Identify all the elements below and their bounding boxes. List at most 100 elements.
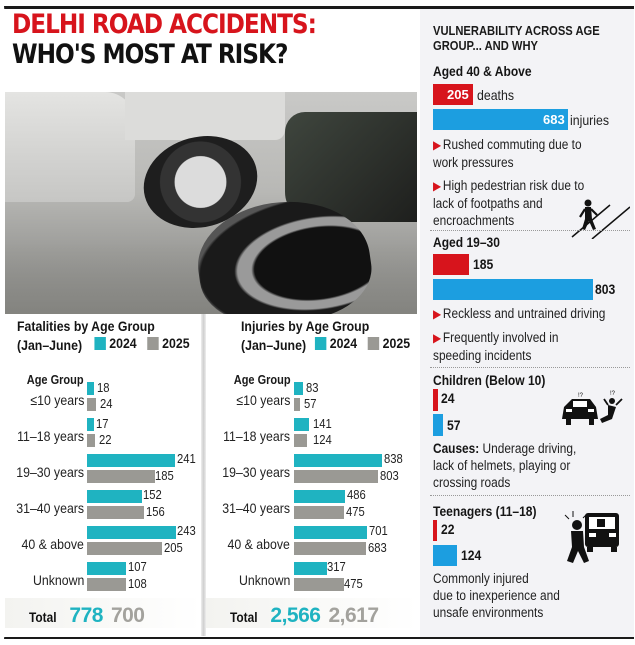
row-label: 19–30 years <box>16 464 84 480</box>
bar-2025 <box>294 434 307 447</box>
value-2025: 185 <box>155 469 174 483</box>
fatalities-title-line1: Fatalities by Age Group <box>17 318 155 334</box>
bar-2024 <box>294 490 345 503</box>
injuries-value-teens: 124 <box>461 548 482 563</box>
injuries-age-header: Age Group <box>234 373 291 387</box>
injuries-row: 40 & above <box>206 528 290 560</box>
fatalities-chart-title: Fatalities by Age Group (Jan–June) 2024 … <box>17 318 190 354</box>
injuries-bar-children <box>433 414 443 436</box>
bar-2025 <box>87 398 96 411</box>
deaths-bar-teens <box>433 520 437 541</box>
reason-text: Frequently involved in <box>442 330 559 345</box>
bar-2025 <box>87 434 95 447</box>
row-label: 31–40 years <box>16 500 84 516</box>
value-2024: 18 <box>97 381 110 395</box>
reason-text: encroachments <box>433 213 515 228</box>
vulnerability-header-line2: GROUP... AND WHY <box>433 38 538 53</box>
row-label: 40 & above <box>227 536 290 552</box>
fatalities-title-line2: (Jan–June) <box>17 337 83 353</box>
injuries-word: injuries <box>570 112 610 128</box>
fatalities-legend: 2024 2025 <box>94 335 190 352</box>
section-divider <box>430 495 630 496</box>
value-2024: 243 <box>177 524 196 538</box>
row-label: ≤10 years <box>29 392 84 408</box>
total-label: Total <box>29 609 57 625</box>
value-2025: 475 <box>344 577 363 591</box>
bar-2024 <box>294 526 367 539</box>
deaths-value-children: 24 <box>441 391 455 406</box>
deaths-word: deaths <box>477 87 515 103</box>
injuries-bar-aged40 <box>433 109 568 130</box>
accident-photo <box>5 92 417 314</box>
value-2025: 124 <box>313 433 332 447</box>
reason-text: work pressures <box>433 155 514 170</box>
bar-2025 <box>87 470 155 483</box>
injuries-title-line1: Injuries by Age Group <box>241 318 370 334</box>
causes-children: Causes: Underage driving, lack of helmet… <box>433 440 576 491</box>
fatalities-total: Total 778 700 <box>29 604 145 628</box>
bar-2025 <box>87 506 144 519</box>
injuries-row: 11–18 years <box>206 420 290 452</box>
title-line-1: DELHI ROAD ACCIDENTS: <box>12 9 317 40</box>
section-title-teens: Teenagers (11–18) <box>433 503 537 519</box>
injuries-row: ≤10 years <box>206 384 290 416</box>
total-2025: 2,617 <box>328 604 379 627</box>
value-2024: 486 <box>347 488 366 502</box>
bar-2024 <box>87 382 94 395</box>
deaths-value-aged19: 185 <box>473 257 494 272</box>
injuries-value-aged40: 683 <box>543 112 565 127</box>
row-label: 31–40 years <box>222 500 290 516</box>
value-2025: 205 <box>164 541 183 555</box>
reason-text: High pedestrian risk due to <box>442 178 585 193</box>
value-2024: 701 <box>369 524 388 538</box>
causes-text: lack of helmets, playing or <box>433 458 571 473</box>
truck-hitting-teen-icon <box>564 511 619 563</box>
legend-swatch-2024 <box>314 337 327 350</box>
fatalities-row: 40 & above <box>5 528 84 560</box>
injuries-legend: 2024 2025 <box>314 335 410 352</box>
row-label: 11–18 years <box>17 428 84 444</box>
injuries-chart: Injuries by Age Group (Jan–June) 2024 20… <box>206 314 418 636</box>
fatalities-row: Unknown <box>5 564 84 596</box>
vulnerability-panel: VULNERABILITY ACROSS AGE GROUP... AND WH… <box>420 9 634 637</box>
reason-aged19-2: ▶ Frequently involved in speeding inciden… <box>433 329 558 364</box>
bar-2025 <box>294 578 344 591</box>
section-divider <box>430 367 630 368</box>
vulnerability-header-line1: VULNERABILITY ACROSS AGE <box>433 23 600 38</box>
bullet-arrow-icon: ▶ <box>433 331 442 345</box>
section-title-aged40: Aged 40 & Above <box>433 63 532 79</box>
injuries-bar-teens <box>433 545 457 566</box>
value-2025: 24 <box>100 397 113 411</box>
value-2025: 803 <box>380 469 399 483</box>
legend-label-2025: 2025 <box>162 335 190 351</box>
deaths-bar-children <box>433 389 438 411</box>
bar-2024 <box>87 526 176 539</box>
bar-2024 <box>87 490 142 503</box>
total-2024: 2,566 <box>270 604 321 627</box>
value-2024: 152 <box>143 488 162 502</box>
row-label: 40 & above <box>21 536 84 552</box>
reason-text: speeding incidents <box>433 348 532 363</box>
value-2025: 683 <box>368 541 387 555</box>
row-label: Unknown <box>32 572 84 588</box>
bar-2024 <box>294 562 327 575</box>
svg-text:!?: !? <box>578 393 584 399</box>
bar-2025 <box>294 470 378 483</box>
fatalities-age-header: Age Group <box>27 373 84 387</box>
value-2025: 475 <box>346 505 365 519</box>
bullet-arrow-icon: ▶ <box>433 307 442 321</box>
deaths-value-teens: 22 <box>441 522 455 537</box>
injuries-row: 19–30 years <box>206 456 290 488</box>
value-2024: 838 <box>384 452 403 466</box>
bar-2024 <box>87 562 126 575</box>
injuries-bar-aged19 <box>433 279 593 300</box>
vulnerability-header: VULNERABILITY ACROSS AGE GROUP... AND WH… <box>433 23 600 53</box>
total-2025: 700 <box>110 604 145 627</box>
legend-label-2024: 2024 <box>329 335 358 351</box>
photo-car <box>5 92 135 202</box>
panel-divider <box>201 314 206 636</box>
deaths-bar-aged40 <box>433 84 473 105</box>
causes-text: crossing roads <box>433 475 511 490</box>
bar-2025 <box>294 398 300 411</box>
title-line-2: WHO'S MOST AT RISK? <box>12 39 288 70</box>
